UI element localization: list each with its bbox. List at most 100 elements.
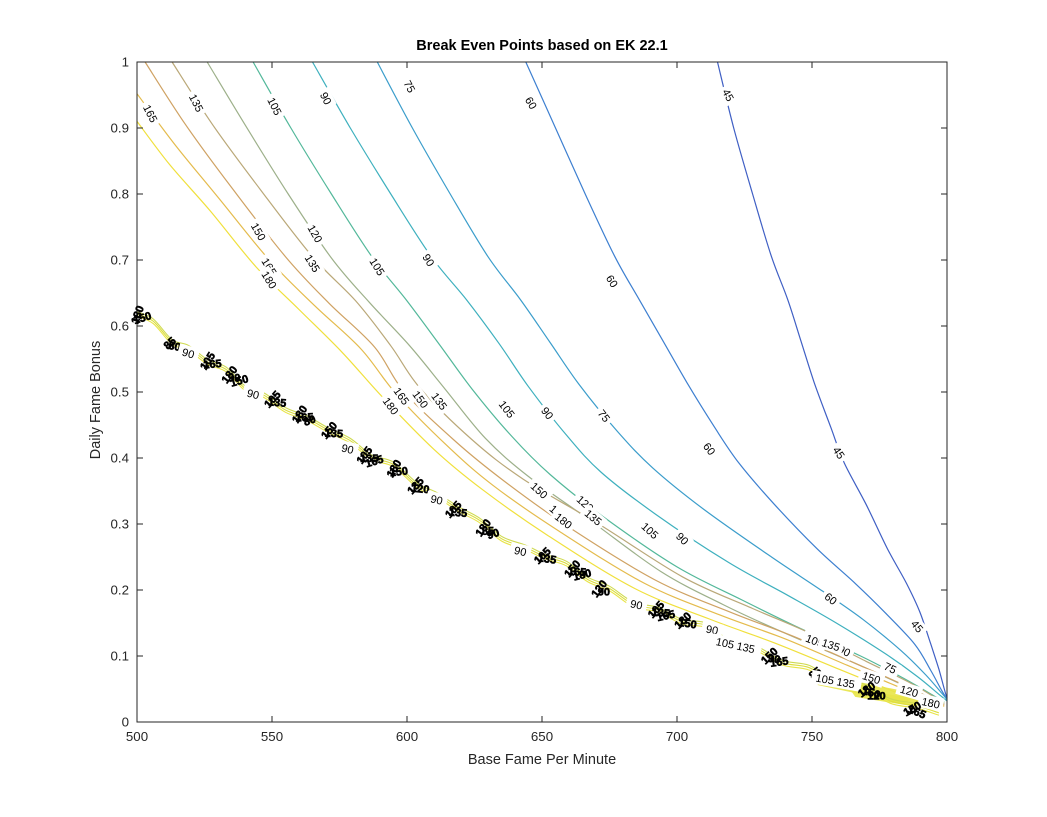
contour-level-135 <box>171 61 945 705</box>
label-mask <box>378 391 404 420</box>
band-label-blob: 180 <box>572 567 593 583</box>
contour-level-180 <box>136 121 942 710</box>
label-text: 150 <box>861 670 882 687</box>
contour-label-180-3: 180 <box>917 693 945 712</box>
band-strand-0 <box>136 316 940 716</box>
label-mask <box>700 620 724 638</box>
contour-label-105-3: 105 <box>636 516 665 544</box>
band-label-text: 90 <box>429 493 444 507</box>
band-label-blob: 150 <box>132 310 153 327</box>
label-mask <box>579 503 608 531</box>
y-tick-label-0: 0 <box>122 715 129 730</box>
band-label-blob: 150 <box>677 617 697 632</box>
label-mask <box>857 667 886 688</box>
band-label-group-27: 105 135 <box>810 669 863 692</box>
y-tick-label-0.2: 0.2 <box>111 583 130 598</box>
band-label-blob: 150 <box>861 685 882 702</box>
band-label-group-13: 90 <box>425 490 449 509</box>
x-tick-label-550: 550 <box>261 729 283 744</box>
band-label-text: 90 <box>629 598 643 612</box>
label-mask <box>879 657 902 678</box>
label-text: 90 <box>317 91 333 107</box>
label-mask <box>671 526 694 550</box>
x-tick-label-800: 800 <box>936 729 958 744</box>
label-mask <box>917 693 945 712</box>
chart-title: Break Even Points based on EK 22.1 <box>416 38 668 54</box>
band-label-blob: 90 <box>598 587 610 599</box>
x-tick-label-700: 700 <box>666 729 688 744</box>
contour-label-45-0: 45 <box>718 83 739 107</box>
band-label-blob: 120 <box>411 483 430 497</box>
contour-level-90 <box>311 61 948 702</box>
label-mask <box>388 381 415 411</box>
band-label-text: 90 <box>340 442 355 457</box>
label-mask <box>176 343 201 363</box>
band-label-blob: 135 <box>448 507 467 521</box>
contour-label-90-1: 90 <box>418 248 440 272</box>
y-tick-label-0.9: 0.9 <box>111 121 130 136</box>
contour-label-150-0: 150 <box>246 217 271 246</box>
y-tick-label-0.8: 0.8 <box>111 187 130 202</box>
contour-level-150 <box>144 61 945 706</box>
band-label-blob: 150 <box>389 465 409 479</box>
label-text: 60 <box>822 591 839 608</box>
label-mask <box>399 74 421 98</box>
band-label-blob: 165 <box>568 566 587 579</box>
band-label-blob: 165 <box>656 609 676 625</box>
y-tick-label-0.7: 0.7 <box>111 253 130 268</box>
contour-label-90-0: 90 <box>315 86 337 110</box>
label-text: 135 <box>820 637 841 654</box>
contour-label-75-0: 75 <box>399 74 421 98</box>
y-tick-label-0.3: 0.3 <box>111 517 130 532</box>
contour-label-45-1: 45 <box>828 440 851 465</box>
label-mask <box>819 587 843 610</box>
band-label-blob: 135 <box>537 552 557 567</box>
contour-label-120-2: 120 <box>895 680 924 701</box>
label-mask <box>525 476 554 504</box>
label-mask <box>365 252 390 281</box>
label-text: 45 <box>830 445 847 462</box>
label-text: 120 <box>898 684 919 701</box>
label-mask <box>549 507 578 534</box>
y-tick-label-0.1: 0.1 <box>111 649 130 664</box>
band-label-blob: 90 <box>767 653 781 667</box>
band-label-text: 135 <box>835 676 855 691</box>
contour-level-105 <box>252 61 945 703</box>
contour-label-105-1: 105 <box>365 252 390 281</box>
label-mask <box>184 88 209 118</box>
contour-curves <box>136 61 948 710</box>
label-mask <box>593 404 616 428</box>
y-tick-label-0.4: 0.4 <box>111 451 130 466</box>
label-mask <box>257 265 282 294</box>
x-tick-label-600: 600 <box>396 729 418 744</box>
band-label-blob: 165 <box>203 358 222 372</box>
band-label-blob: 120 <box>867 690 885 702</box>
band-label-blob: 135 <box>267 396 286 410</box>
label-mask <box>138 99 163 128</box>
y-axis-label: Daily Fame Bonus <box>88 340 104 460</box>
contour-label-60-0: 60 <box>520 91 542 115</box>
band-label-blob: 90 <box>228 372 240 384</box>
x-tick-label-500: 500 <box>126 729 148 744</box>
label-mask <box>710 633 763 657</box>
label-mask <box>494 394 521 424</box>
label-mask <box>335 439 360 458</box>
contour-label-135-1: 135 <box>300 248 326 278</box>
band-label-blob: 80 <box>167 340 181 354</box>
label-mask <box>246 217 271 246</box>
band-label-group-2: 90 <box>176 343 201 363</box>
band-label-text: 90 <box>180 347 195 362</box>
band-label-text: 135 <box>735 641 755 657</box>
axes: 500 550 600 650 700 750 800 0 0.1 0.2 0.3 0.4 0.5 0.6… <box>111 55 959 745</box>
band-label-group-5: 90 <box>241 384 265 403</box>
contour-level-165 <box>136 93 945 707</box>
band-label-text: 90 <box>513 545 528 559</box>
band-label-group-16: 90 <box>508 541 533 560</box>
band-label-text: 105 <box>715 636 735 652</box>
